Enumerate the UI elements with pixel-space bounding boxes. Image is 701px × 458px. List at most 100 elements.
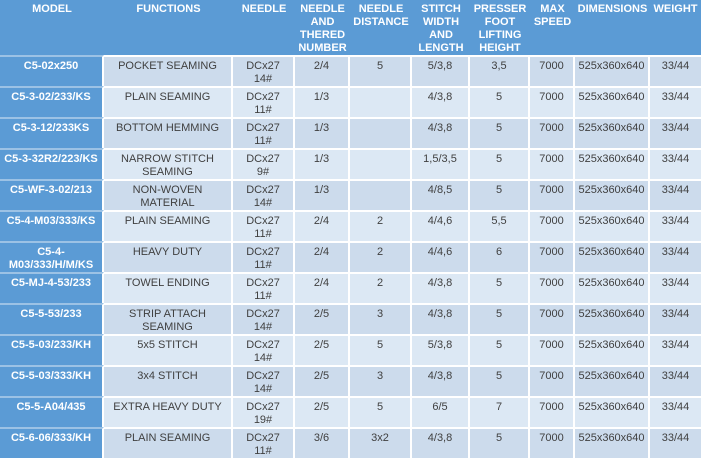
cell-weight: 33/44 [650,303,701,334]
column-header-functions: FUNCTIONS [136,3,201,15]
cell-presser-foot-height: 5 [470,272,530,303]
cell-needle-distance: 3 [350,303,412,334]
cell-needle-thread-number: 2/4 [295,210,350,241]
cell-model: C5-WF-3-02/213 [0,179,104,210]
cell-model: C5-4- M03/333/H/M/KS [0,241,104,272]
cell-weight: 33/44 [650,334,701,365]
cell-presser-foot-height: 5 [470,303,530,334]
cell-stitch-width-length: 5/3,8 [412,55,470,86]
cell-dimensions: 525x360x640 [575,210,650,241]
table-row: C5-3-12/233KS BOTTOM HEMMING DCx27 11# 1… [0,117,701,148]
cell-stitch-width-length: 4/3,8 [412,303,470,334]
cell-needle: DCx27 14# [233,179,295,210]
table-row: C5-3-32R2/223/KS NARROW STITCH SEAMING D… [0,148,701,179]
cell-functions: PLAIN SEAMING [104,86,233,117]
cell-needle: DCx27 11# [233,427,295,458]
cell-dimensions: 525x360x640 [575,334,650,365]
cell-presser-foot-height: 5,5 [470,210,530,241]
cell-needle-thread-number: 2/5 [295,334,350,365]
cell-presser-foot-height: 7 [470,396,530,427]
cell-presser-foot-height: 5 [470,365,530,396]
cell-stitch-width-length: 6/5 [412,396,470,427]
table-header-row: MODEL FUNCTIONS NEEDLE NEEDLE AND THERED… [0,0,701,55]
cell-presser-foot-height: 3,5 [470,55,530,86]
cell-max-speed: 7000 [530,396,575,427]
cell-needle: DCx27 14# [233,334,295,365]
cell-presser-foot-height: 5 [470,427,530,458]
cell-max-speed: 7000 [530,148,575,179]
cell-needle-thread-number: 2/5 [295,303,350,334]
cell-needle-thread-number: 1/3 [295,117,350,148]
column-header-model: MODEL [32,3,72,15]
table-body: C5-02x250 POCKET SEAMING DCx27 14# 2/4 5… [0,55,701,458]
cell-needle: DCx27 14# [233,55,295,86]
cell-dimensions: 525x360x640 [575,117,650,148]
cell-weight: 33/44 [650,210,701,241]
table-row: C5-4- M03/333/H/M/KS HEAVY DUTY DCx27 11… [0,241,701,272]
cell-model: C5-3-02/233/KS [0,86,104,117]
table-row: C5-6-06/333/KH PLAIN SEAMING DCx27 11# 3… [0,427,701,458]
cell-weight: 33/44 [650,55,701,86]
column-header-stitch-width-length: STITCH WIDTH AND LENGTH [418,3,464,54]
cell-needle: DCx27 19# [233,396,295,427]
table-row: C5-WF-3-02/213 NON-WOVEN MATERIAL DCx27 … [0,179,701,210]
table-row: C5-MJ-4-53/233 TOWEL ENDING DCx27 11# 2/… [0,272,701,303]
cell-needle-distance: 3 [350,365,412,396]
cell-weight: 33/44 [650,365,701,396]
cell-stitch-width-length: 4/3,8 [412,427,470,458]
cell-presser-foot-height: 5 [470,179,530,210]
cell-model: C5-6-06/333/KH [0,427,104,458]
cell-functions: NARROW STITCH SEAMING [104,148,233,179]
cell-model: C5-5-53/233 [0,303,104,334]
cell-functions: PLAIN SEAMING [104,427,233,458]
cell-needle-distance [350,117,412,148]
cell-functions: POCKET SEAMING [104,55,233,86]
cell-max-speed: 7000 [530,86,575,117]
cell-stitch-width-length: 4/4,6 [412,241,470,272]
table-row: C5-3-02/233/KS PLAIN SEAMING DCx27 11# 1… [0,86,701,117]
cell-model: C5-5-03/233/KH [0,334,104,365]
cell-needle-thread-number: 2/4 [295,272,350,303]
cell-functions: 5x5 STITCH [104,334,233,365]
cell-stitch-width-length: 1,5/3,5 [412,148,470,179]
cell-needle-thread-number: 1/3 [295,148,350,179]
cell-max-speed: 7000 [530,303,575,334]
cell-needle: DCx27 11# [233,272,295,303]
cell-stitch-width-length: 4/3,8 [412,117,470,148]
table-row: C5-5-03/233/KH 5x5 STITCH DCx27 14# 2/5 … [0,334,701,365]
cell-needle: DCx27 14# [233,365,295,396]
cell-dimensions: 525x360x640 [575,241,650,272]
cell-stitch-width-length: 4/4,6 [412,210,470,241]
column-header-max-speed: MAX SPEED [533,3,572,28]
cell-weight: 33/44 [650,86,701,117]
cell-weight: 33/44 [650,272,701,303]
cell-model: C5-4-M03/333/KS [0,210,104,241]
cell-dimensions: 525x360x640 [575,148,650,179]
cell-weight: 33/44 [650,427,701,458]
cell-presser-foot-height: 5 [470,334,530,365]
cell-stitch-width-length: 4/3,8 [412,86,470,117]
cell-stitch-width-length: 4/3,8 [412,272,470,303]
table-row: C5-02x250 POCKET SEAMING DCx27 14# 2/4 5… [0,55,701,86]
cell-max-speed: 7000 [530,210,575,241]
cell-needle-distance: 5 [350,334,412,365]
column-header-weight: WEIGHT [653,3,698,15]
cell-stitch-width-length: 4/8,5 [412,179,470,210]
cell-needle-distance: 5 [350,55,412,86]
cell-max-speed: 7000 [530,427,575,458]
cell-max-speed: 7000 [530,365,575,396]
cell-stitch-width-length: 4/3,8 [412,365,470,396]
cell-model: C5-3-32R2/223/KS [0,148,104,179]
cell-model: C5-5-A04/435 [0,396,104,427]
column-header-needle: NEEDLE [241,3,287,15]
cell-functions: TOWEL ENDING [104,272,233,303]
table-row: C5-5-53/233 STRIP ATTACH SEAMING DCx27 1… [0,303,701,334]
cell-needle-distance: 2 [350,210,412,241]
table-row: C5-4-M03/333/KS PLAIN SEAMING DCx27 11# … [0,210,701,241]
cell-needle-distance [350,86,412,117]
cell-needle: DCx27 11# [233,241,295,272]
cell-needle: DCx27 9# [233,148,295,179]
cell-needle-distance: 5 [350,396,412,427]
cell-weight: 33/44 [650,117,701,148]
